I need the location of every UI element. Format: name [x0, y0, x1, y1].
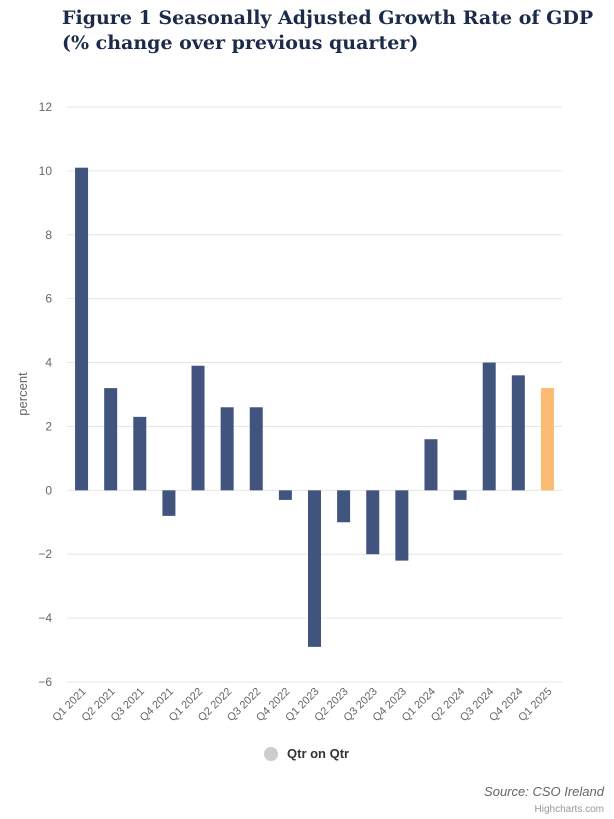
- y-tick-label: −4: [38, 611, 52, 625]
- y-tick-label: 6: [45, 292, 52, 306]
- bar-q4-2024[interactable]: [511, 375, 525, 491]
- bar-q4-2023[interactable]: [395, 490, 409, 561]
- bar-q3-2024[interactable]: [482, 362, 496, 491]
- y-tick-label: −2: [38, 547, 52, 561]
- legend[interactable]: Qtr on Qtr: [264, 746, 349, 761]
- y-tick-label: 0: [45, 483, 52, 497]
- bar-q3-2023[interactable]: [366, 490, 380, 555]
- legend-marker-icon[interactable]: [264, 746, 278, 761]
- legend-label[interactable]: Qtr on Qtr: [287, 746, 350, 761]
- bar-q1-2024[interactable]: [424, 439, 438, 491]
- credits-link[interactable]: Highcharts.com: [534, 804, 604, 815]
- bar-q2-2021[interactable]: [104, 388, 118, 491]
- y-tick-label: 8: [45, 228, 52, 242]
- y-axis-tick-labels: 12 10 8 6 4 2 0 −2 −4 −6: [38, 100, 52, 689]
- bar-q4-2022[interactable]: [278, 490, 292, 500]
- bar-q4-2021[interactable]: [162, 490, 176, 516]
- bar-q2-2024[interactable]: [453, 490, 467, 500]
- y-tick-label: 10: [39, 164, 53, 178]
- bar-q1-2022[interactable]: [191, 365, 205, 491]
- bar-q1-2023[interactable]: [308, 490, 321, 647]
- y-tick-label: 12: [39, 100, 53, 114]
- y-tick-label: −6: [38, 675, 52, 689]
- bar-q1-2021[interactable]: [75, 167, 89, 491]
- y-tick-label: 2: [45, 419, 52, 433]
- bar-q3-2022[interactable]: [249, 407, 263, 491]
- y-axis-label: percent: [15, 372, 30, 416]
- bar-q2-2022[interactable]: [220, 407, 234, 491]
- bar-q3-2021[interactable]: [133, 416, 147, 491]
- bar-q2-2023[interactable]: [337, 490, 351, 523]
- y-tick-label: 4: [45, 356, 52, 370]
- bar-q1-2025[interactable]: [540, 388, 554, 491]
- source-note: Source: CSO Ireland: [484, 784, 604, 799]
- chart-title: Figure 1 Seasonally Adjusted Growth Rate…: [62, 7, 594, 54]
- bars: [75, 167, 554, 647]
